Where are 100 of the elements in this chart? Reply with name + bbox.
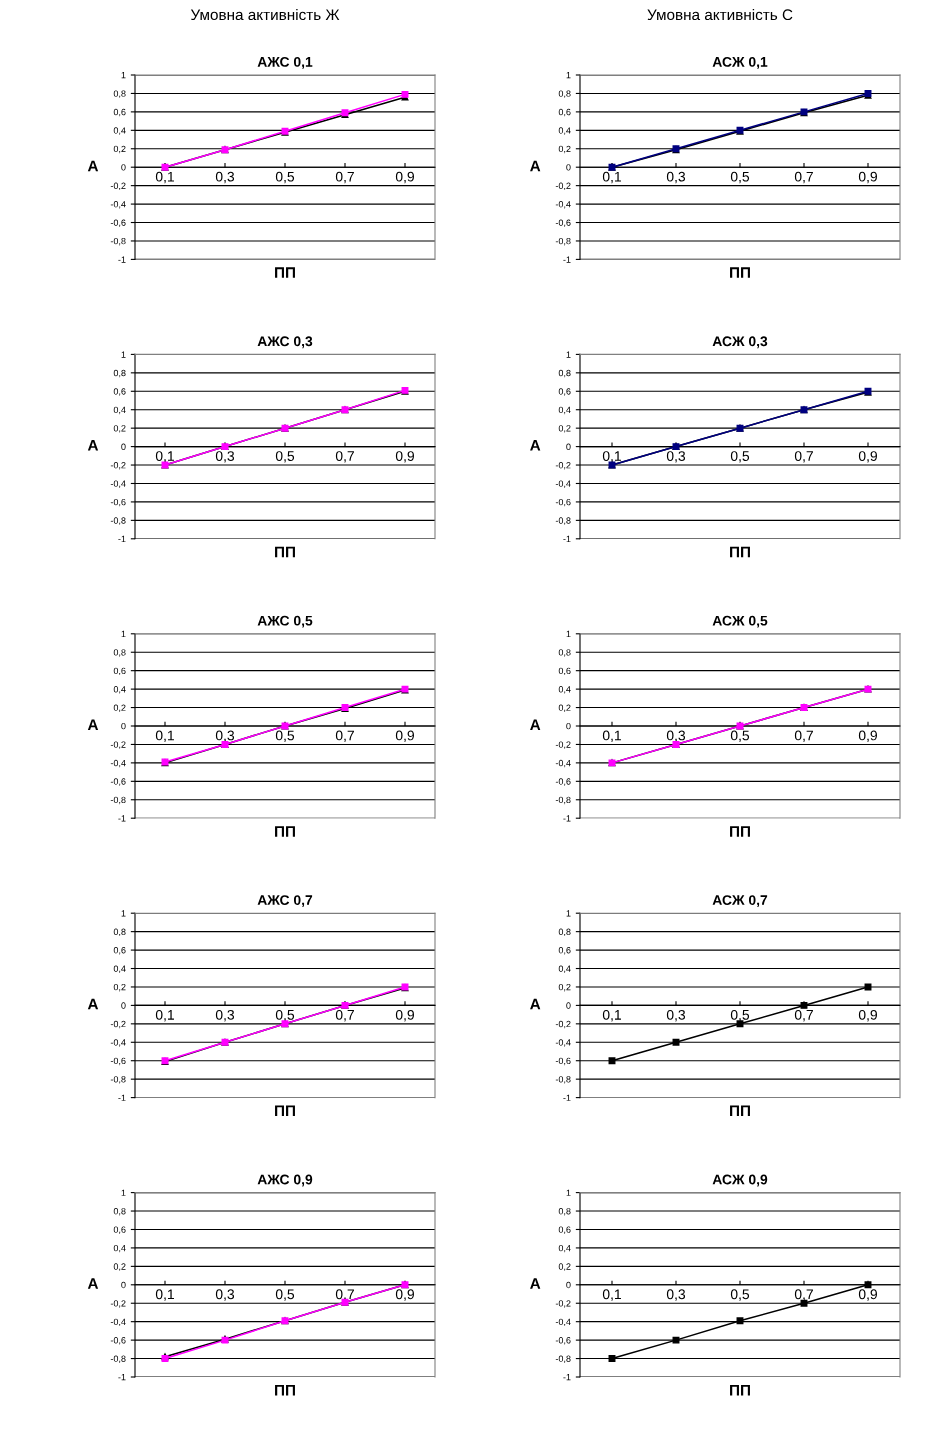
y-tick-label: -1 <box>118 1374 126 1381</box>
y-tick-label: -0,8 <box>110 237 126 246</box>
x-axis-title: ПП <box>275 1105 295 1117</box>
y-tick-label: 0,2 <box>113 425 126 433</box>
y-tick-label: -0,6 <box>555 1057 571 1066</box>
x-tick-label: 0,1 <box>155 1289 174 1301</box>
y-tick-label: 0,4 <box>113 406 126 415</box>
y-tick-label: 0,6 <box>558 388 571 396</box>
y-tick-label: -1 <box>563 815 571 822</box>
y-tick-label: 0,4 <box>558 686 571 694</box>
y-axis-title: А <box>530 719 541 730</box>
y-tick-label: 0 <box>566 443 571 450</box>
y-tick-label: 0 <box>121 1002 126 1009</box>
x-tick-label: 0,3 <box>666 451 686 463</box>
x-tick-label: 0,9 <box>858 730 877 743</box>
chart-title: АСЖ 0,1 <box>712 56 768 69</box>
y-tick-label: -0,2 <box>110 1020 126 1029</box>
y-tick-label: 1 <box>566 72 571 79</box>
x-axis-title: ПП <box>730 1105 750 1117</box>
y-tick-label: 1 <box>121 910 126 917</box>
y-tick-label: 0 <box>121 164 126 171</box>
y-tick-label: -0,6 <box>555 778 571 786</box>
y-tick-label: 1 <box>566 630 571 638</box>
y-tick-label: -1 <box>563 1374 571 1381</box>
x-tick-label: 0,7 <box>335 1289 354 1301</box>
x-tick-label: 0,7 <box>335 451 354 463</box>
x-tick-label: 0,9 <box>858 451 877 463</box>
y-tick-label: -0,6 <box>110 1057 126 1066</box>
y-tick-label: 0,4 <box>558 1244 571 1253</box>
x-tick-label: 0,7 <box>335 171 354 184</box>
x-tick-label: 0,1 <box>602 730 621 743</box>
x-tick-label: 0,9 <box>395 171 414 184</box>
y-axis-title: А <box>530 1278 541 1289</box>
y-tick-label: 0,6 <box>558 1226 571 1234</box>
y-tick-label: -0,2 <box>555 1300 571 1308</box>
y-tick-label: -0,4 <box>555 759 571 768</box>
y-tick-label: 0,8 <box>558 928 571 937</box>
x-axis-title: ПП <box>730 546 750 558</box>
x-axis-title: ПП <box>275 267 295 278</box>
y-tick-label: -0,2 <box>555 1020 571 1029</box>
y-tick-label: 1 <box>566 351 571 358</box>
y-tick-label: 0 <box>566 722 571 730</box>
x-tick-label: 0,9 <box>858 1289 877 1301</box>
y-tick-label: -0,6 <box>555 219 571 227</box>
y-tick-label: -0,4 <box>110 759 126 768</box>
chart-title: АЖС 0,7 <box>257 895 313 908</box>
y-tick-label: -0,2 <box>555 741 571 749</box>
x-tick-label: 0,7 <box>794 730 813 743</box>
y-tick-label: -0,8 <box>555 796 571 805</box>
x-tick-label: 0,5 <box>730 171 750 184</box>
y-tick-label: 0,8 <box>558 1208 571 1216</box>
y-tick-label: 0,8 <box>113 369 126 378</box>
x-tick-label: 0,9 <box>858 1009 877 1022</box>
y-tick-label: -0,4 <box>555 201 571 209</box>
y-tick-label: -0,2 <box>110 1300 126 1308</box>
y-tick-label: 0 <box>121 722 126 730</box>
x-tick-label: 0,1 <box>155 730 174 743</box>
y-tick-label: 0,4 <box>558 406 571 415</box>
x-axis-title: ПП <box>275 1384 295 1396</box>
y-tick-label: -0,2 <box>555 462 571 470</box>
x-tick-label: 0,3 <box>666 730 686 743</box>
x-tick-label: 0,1 <box>602 451 621 463</box>
x-axis-title: ПП <box>275 826 295 837</box>
y-tick-label: 0,4 <box>113 1244 126 1253</box>
text: Умовна активність С <box>647 8 793 21</box>
y-tick-label: -1 <box>118 256 126 263</box>
x-tick-label: 0,3 <box>215 1289 235 1301</box>
y-tick-label: -1 <box>563 256 571 263</box>
y-tick-label: 0,6 <box>113 388 126 396</box>
y-tick-label: 0,6 <box>113 1226 126 1234</box>
y-tick-label: -0,8 <box>110 1355 126 1363</box>
x-tick-label: 0,9 <box>858 171 877 184</box>
x-axis-title: ПП <box>275 546 295 558</box>
x-tick-label: 0,3 <box>666 1289 686 1301</box>
y-axis-title: А <box>87 1278 99 1289</box>
chart-title: АЖС 0,3 <box>257 336 313 349</box>
y-tick-label: -0,8 <box>555 517 571 525</box>
x-tick-label: 0,1 <box>155 451 174 463</box>
y-tick-label: 0,6 <box>113 667 126 676</box>
x-tick-label: 0,9 <box>395 451 414 463</box>
y-tick-label: 0,8 <box>558 369 571 378</box>
x-tick-label: 0,9 <box>395 730 414 743</box>
x-tick-label: 0,7 <box>335 1009 354 1022</box>
x-tick-label: 0,3 <box>215 451 235 463</box>
y-tick-label: 0,2 <box>113 1263 126 1271</box>
y-tick-label: 1 <box>121 630 126 638</box>
y-tick-label: 1 <box>566 910 571 917</box>
x-tick-label: 0,1 <box>602 1289 621 1301</box>
y-tick-label: 0,8 <box>113 90 126 98</box>
y-tick-label: 0,4 <box>558 127 571 135</box>
y-tick-label: 0,6 <box>113 108 126 117</box>
y-tick-label: -0,6 <box>110 219 126 227</box>
x-tick-label: 0,3 <box>215 1009 235 1022</box>
y-tick-label: -0,4 <box>110 1039 126 1047</box>
y-tick-label: 0,4 <box>113 686 126 694</box>
x-tick-label: 0,1 <box>155 171 174 184</box>
y-tick-label: -1 <box>563 1094 571 1101</box>
x-axis-title: ПП <box>730 826 750 837</box>
x-tick-label: 0,1 <box>602 1009 621 1022</box>
y-tick-label: -1 <box>563 535 571 543</box>
